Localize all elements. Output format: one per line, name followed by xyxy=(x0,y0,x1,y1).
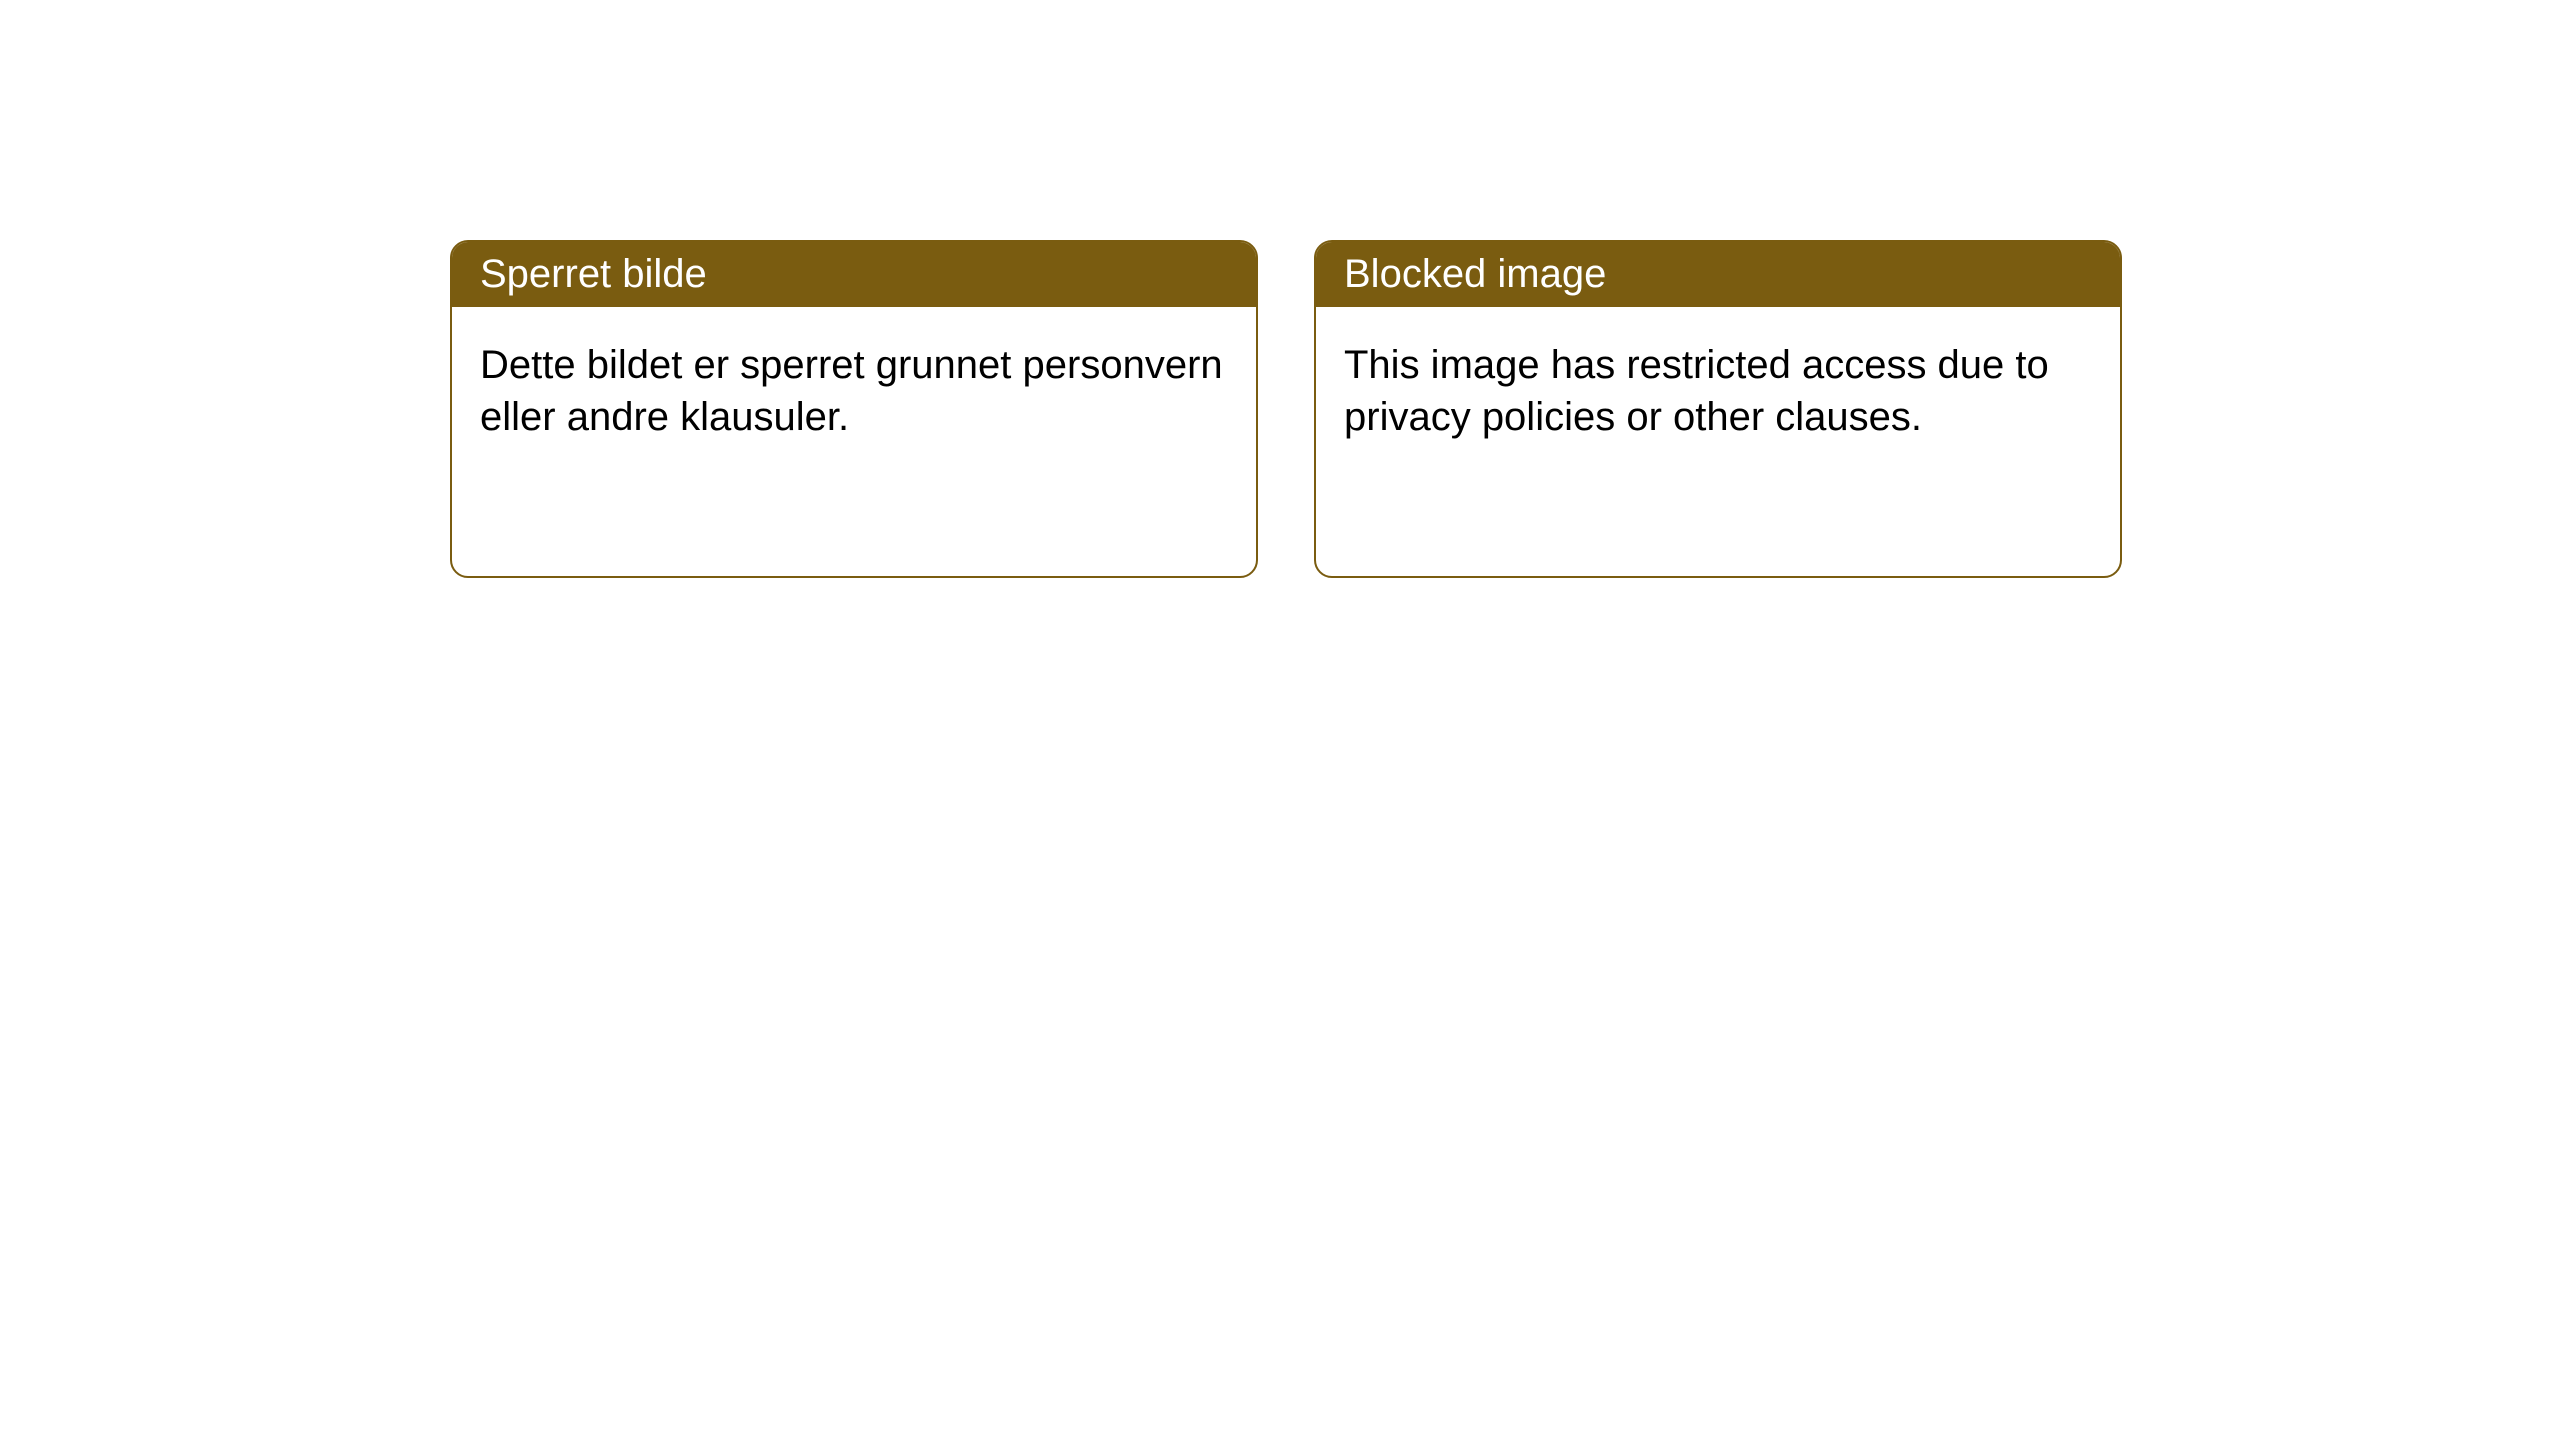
notice-card-english: Blocked image This image has restricted … xyxy=(1314,240,2122,578)
notice-card-norwegian: Sperret bilde Dette bildet er sperret gr… xyxy=(450,240,1258,578)
card-title: Sperret bilde xyxy=(480,252,707,296)
card-header: Blocked image xyxy=(1316,242,2120,307)
card-body: This image has restricted access due to … xyxy=(1316,307,2120,475)
card-body-text: This image has restricted access due to … xyxy=(1344,343,2049,439)
card-body-text: Dette bildet er sperret grunnet personve… xyxy=(480,343,1223,439)
notice-cards-container: Sperret bilde Dette bildet er sperret gr… xyxy=(0,0,2560,578)
card-title: Blocked image xyxy=(1344,252,1606,296)
card-body: Dette bildet er sperret grunnet personve… xyxy=(452,307,1256,475)
card-header: Sperret bilde xyxy=(452,242,1256,307)
